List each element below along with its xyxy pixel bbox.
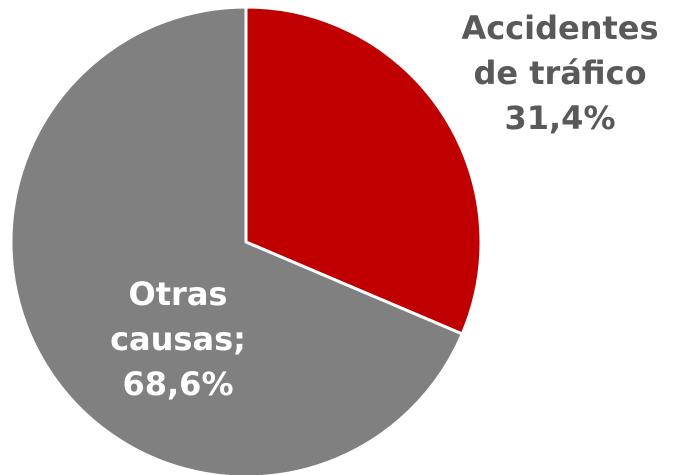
pie-slice	[9, 5, 464, 475]
category-label: Accidentes de tráfico	[461, 9, 659, 92]
pie-slice	[244, 5, 483, 336]
category-label: Otras causas;	[110, 275, 246, 358]
value-label: 31,4%	[504, 99, 616, 137]
slice-label: Otras causas; 68,6%	[88, 272, 268, 407]
value-label: 68,6%	[122, 365, 234, 403]
slice-label: Accidentes de tráfico 31,4%	[440, 6, 680, 141]
